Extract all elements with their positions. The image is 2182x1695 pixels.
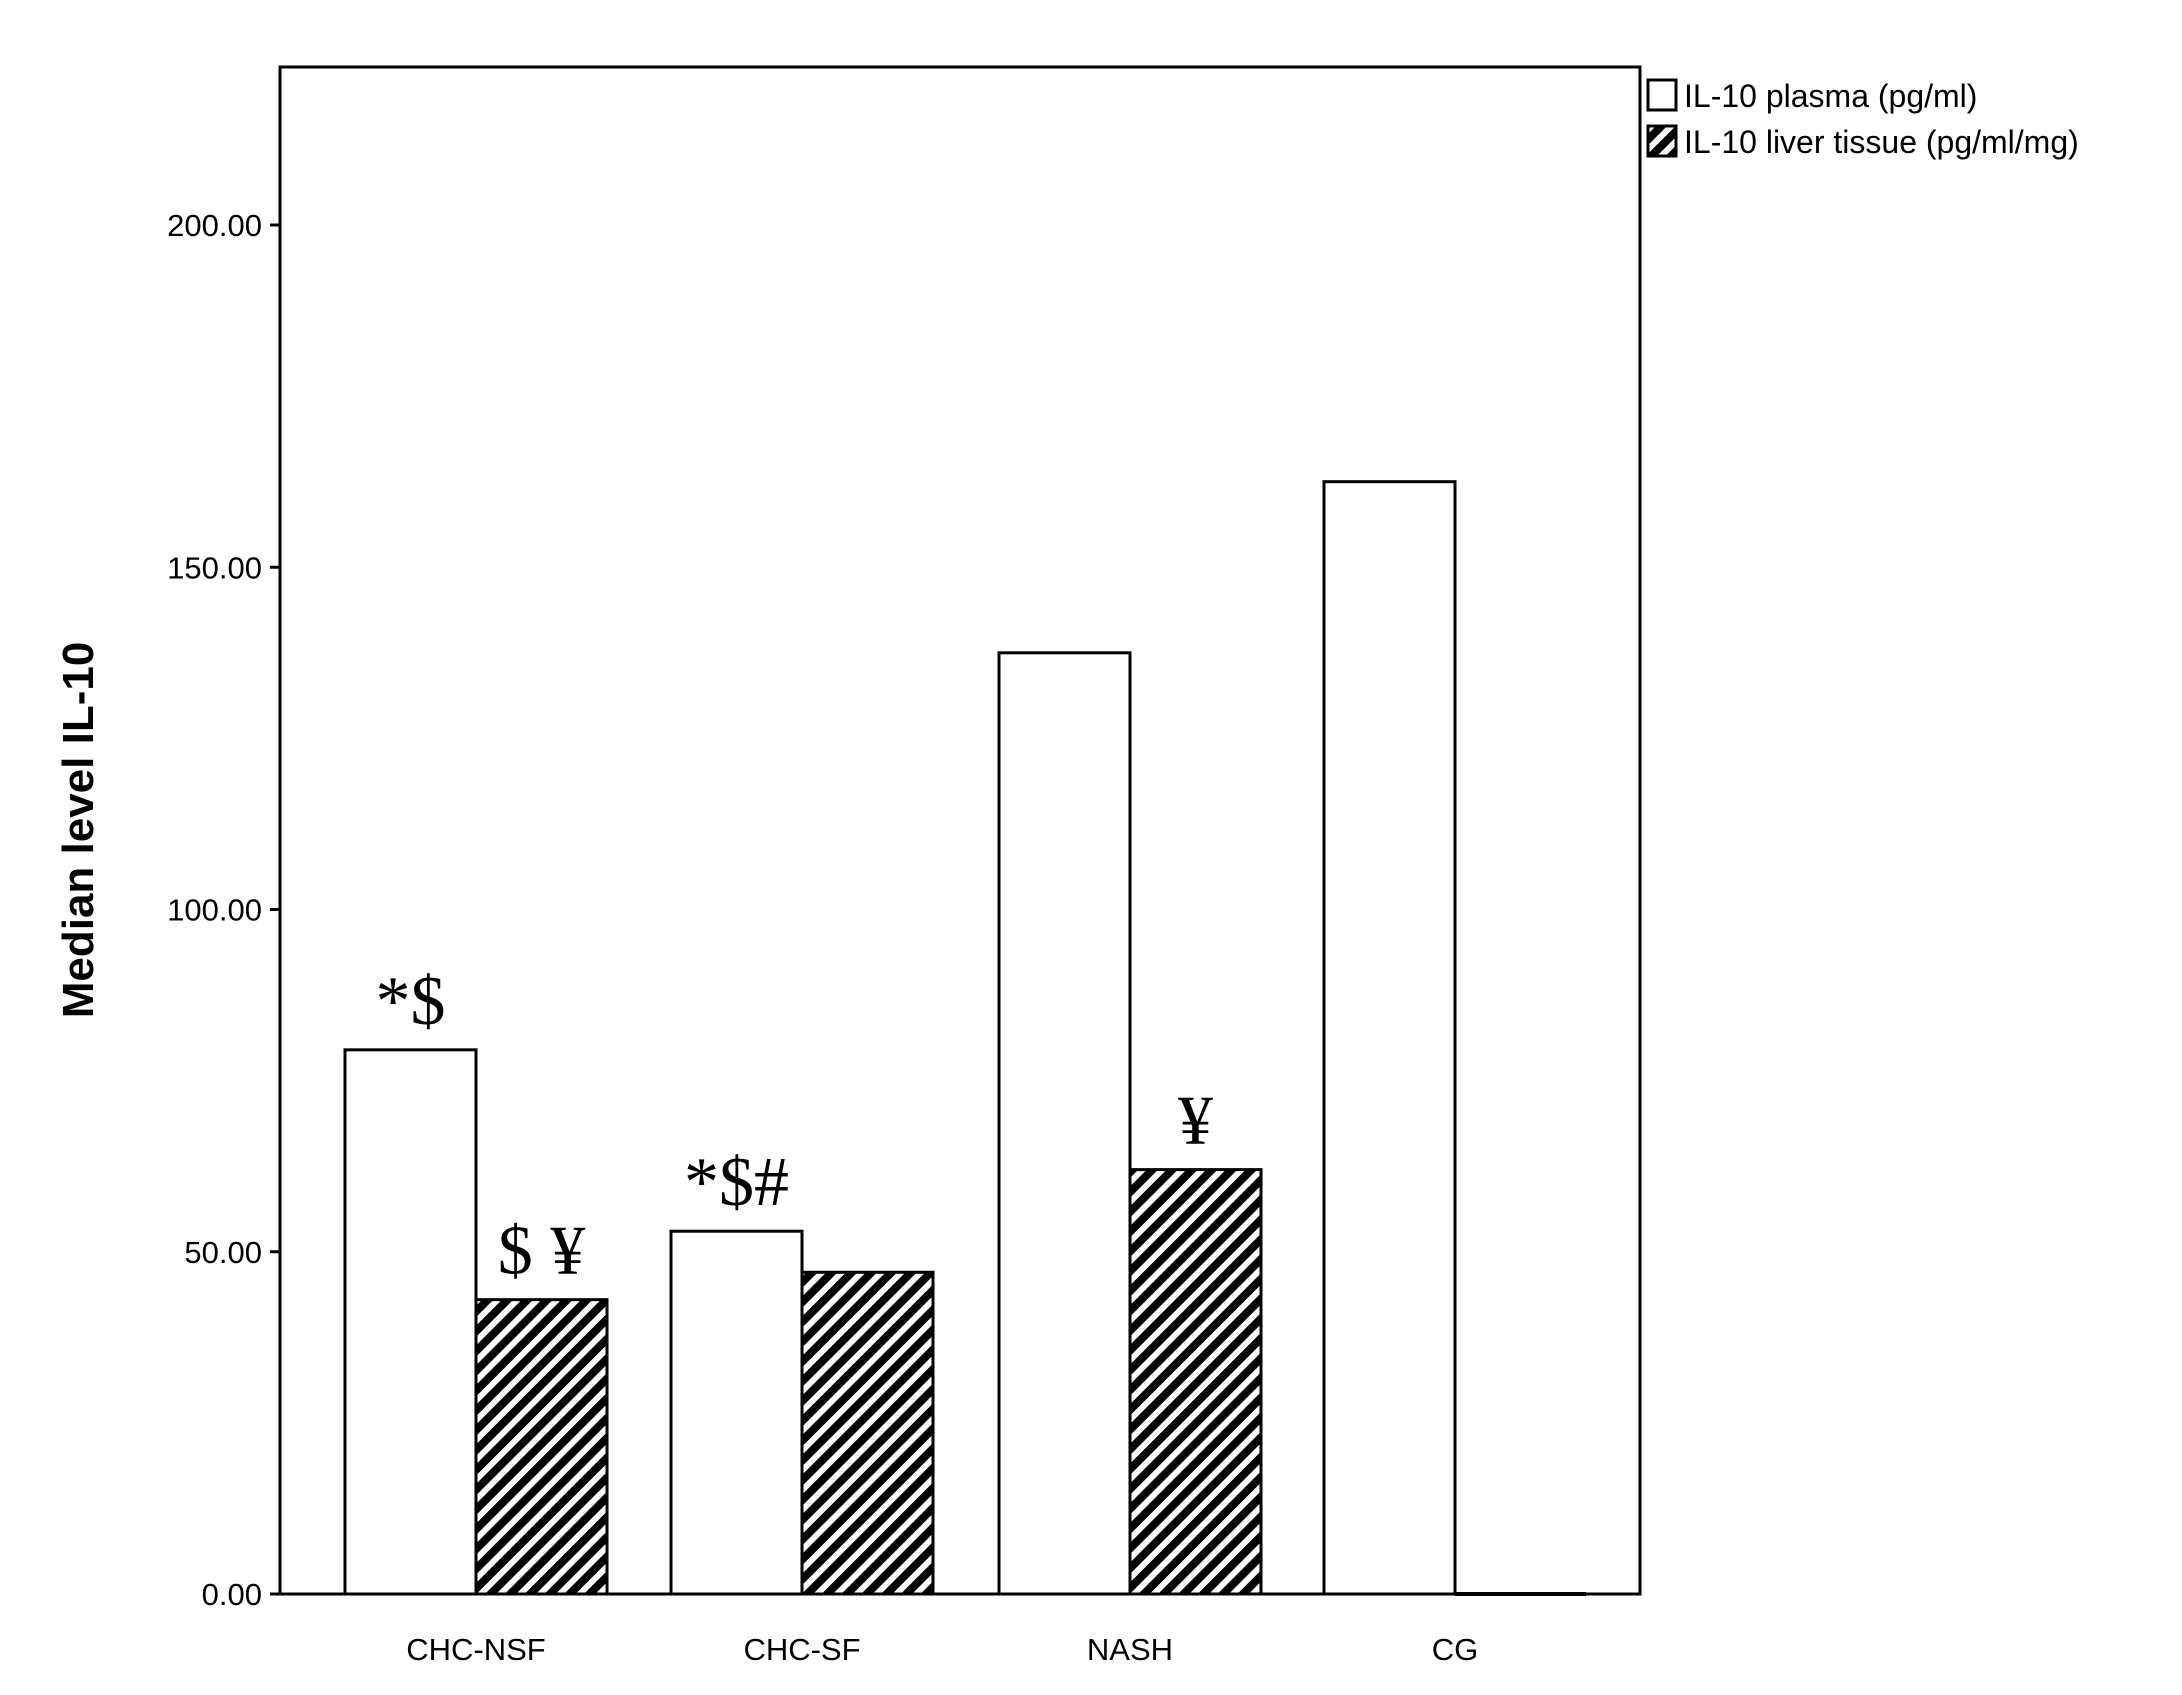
significance-annotation: ¥ — [1178, 1083, 1213, 1160]
y-tick-label: 200.00 — [167, 208, 262, 243]
x-tick-label: NASH — [1087, 1632, 1173, 1667]
legend-label: IL-10 plasma (pg/ml) — [1684, 78, 1977, 114]
significance-annotation: *$ — [376, 963, 446, 1040]
bar-liver-tissue-chc-sf — [800, 1270, 935, 1596]
significance-annotation: $ ¥ — [498, 1213, 586, 1290]
bar-plasma-cg — [1322, 480, 1457, 1596]
y-tick-label: 150.00 — [167, 550, 262, 585]
x-axis: CHC-NSF CHC-SF NASH CG — [406, 1632, 1478, 1667]
legend-label: IL-10 liver tissue (pg/ml/mg) — [1684, 124, 2079, 160]
significance-annotation: *$# — [684, 1144, 789, 1221]
y-tick-label: 100.00 — [167, 893, 262, 928]
legend-swatch — [1646, 78, 1678, 112]
y-axis: 0.00 50.00 100.00 150.00 200.00 — [167, 208, 280, 1612]
bar-plasma-chc-nsf — [343, 1048, 478, 1596]
bar-liver-tissue-chc-nsf — [474, 1298, 609, 1596]
x-tick-label: CG — [1432, 1632, 1479, 1667]
plot-frame — [278, 65, 1642, 1596]
legend: IL-10 plasma (pg/ml) IL-10 liver tissue (… — [1646, 78, 2079, 160]
y-axis-title: Median level IL-10 — [54, 642, 103, 1019]
bars-group — [343, 480, 1586, 1596]
y-tick-label: 50.00 — [184, 1235, 262, 1270]
annotations: *$ $ ¥ *$# ¥ — [376, 963, 1214, 1290]
x-tick-label: CHC-SF — [743, 1632, 860, 1667]
bar-plasma-nash — [997, 651, 1132, 1596]
x-tick-label: CHC-NSF — [406, 1632, 546, 1667]
legend-swatch — [1646, 124, 1678, 158]
y-tick-label: 0.00 — [202, 1577, 262, 1612]
bar-plasma-chc-sf — [669, 1229, 804, 1596]
bar-liver-tissue-nash — [1128, 1168, 1263, 1596]
